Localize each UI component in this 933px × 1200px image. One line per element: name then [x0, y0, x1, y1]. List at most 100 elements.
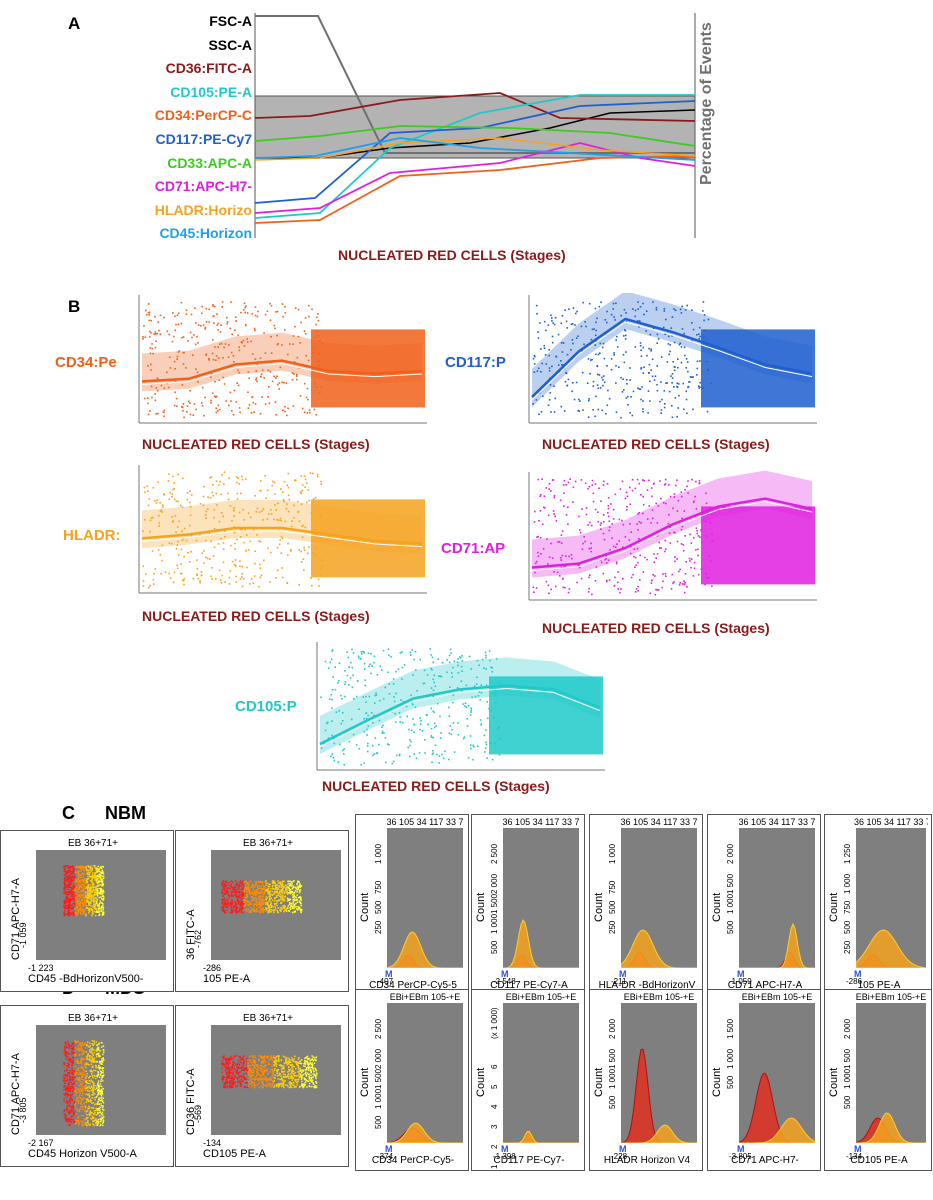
panelD-hist-m-2: M — [619, 1144, 627, 1154]
panelC-hist-xlabel-1: CD117 PE-Cy7-A — [490, 980, 568, 991]
panelD-hist-tick-0-1: 2 000 — [374, 1048, 383, 1069]
panelD-dotplot-ymin-1: -569 — [193, 1104, 203, 1123]
panel-c-letter: C — [62, 803, 75, 823]
panelD-hist-xlabel-1: CD117 PE-Cy7- — [493, 1155, 565, 1166]
panelD-hist-area-0 — [387, 1003, 463, 1143]
panelD-hist-curves-2 — [621, 1048, 697, 1143]
panelC-hist-xlabel-0: CD34 PerCP-Cy5-5 — [369, 980, 457, 991]
panelC-hist-curves-4 — [856, 929, 926, 968]
panel-b-scatter-4 — [316, 642, 605, 771]
panelD-hist-xmin-4: -134 — [846, 1152, 863, 1161]
panelD-hist-curves-0 — [387, 1122, 463, 1143]
panelC-hist-count-0: Count — [359, 892, 371, 922]
panel-a-xlabel: NUCLEATED RED CELLS (Stages) — [338, 247, 566, 263]
panel-a-marker-5: CD117:PE-Cy7 — [155, 130, 253, 147]
panelC-hist-tick-2-1: 750 — [608, 880, 617, 894]
panelD-hist-title-3: EBi+EBm 105-+E — [741, 992, 813, 1002]
panelC-hist-xlabel-4: 105 PE-A — [857, 980, 901, 991]
panelD-hist-title-4: EBi+EBm 105-+E — [855, 992, 927, 1002]
panel-a-marker-4: CD34:PerCP-C — [154, 107, 252, 124]
panelC-dotplot-area-0 — [36, 850, 166, 960]
panelC-hist-xmin-1: -2 548 — [493, 977, 516, 986]
panelC-hist-title-1: 36 105 34 117 33 7 — [502, 817, 580, 827]
panelD-hist-tick-3-0: 1 500 — [726, 1018, 735, 1039]
panelC-hist-xmin-2: -211 — [611, 977, 627, 986]
panelD-hist-xlabel-4: CD105 PE-A — [850, 1155, 908, 1166]
panelD-hist-tick-0-4: 500 — [374, 1115, 383, 1129]
panel-b-scatter-2 — [138, 465, 427, 594]
panelC-hist-tick-0-0: 1 000 — [374, 843, 383, 864]
panelC-hist-curves-2 — [621, 929, 697, 968]
panelC-hist-tick-4-4: 250 — [843, 940, 852, 954]
panel-a-marker-8: HLADR:Horizo — [154, 201, 252, 218]
panelD-hist-area-3 — [739, 1003, 815, 1143]
panelC-hist-tick-0-3: 250 — [374, 920, 383, 934]
panelD-dotplot-title-0: EB 36+71+ — [67, 1013, 119, 1024]
panel-a-marker-2: CD36:FITC-A — [165, 60, 252, 77]
panelD-hist-area-4 — [856, 1003, 926, 1143]
panelD-dotplot-xmin-0: -2 167 — [28, 1138, 54, 1148]
panelC-hist-tick-1-3: 1 000 — [490, 913, 499, 934]
panelD-hist-m-0: M — [385, 1144, 393, 1154]
panel-b-xlabel-3: NUCLEATED RED CELLS (Stages) — [542, 620, 770, 636]
panel-a-parallel-plot — [254, 13, 696, 238]
panelC-hist-title-4: 36 105 34 117 33 7 — [854, 817, 928, 827]
panelD-hist-title-1: EBi+EBm 105-+E — [505, 992, 577, 1002]
panelD-hist-area-1 — [503, 1003, 579, 1143]
panelD-hist-tick-2-1: 1 500 — [608, 1048, 617, 1069]
panelD-hist-tick-1-5: 2 — [490, 1144, 499, 1149]
panelD-hist-curves-3 — [739, 1072, 815, 1143]
panel-b-xlabel-2: NUCLEATED RED CELLS (Stages) — [142, 608, 370, 624]
panel-a-marker-1: SSC-A — [208, 36, 252, 53]
panelC-hist-tick-1-1: 2 000 — [490, 873, 499, 894]
panelD-hist-tick-2-2: 1 000 — [608, 1068, 617, 1089]
panelD-hist-tick-2-0: 2 000 — [608, 1018, 617, 1039]
panelC-hist-m-3: M — [737, 969, 745, 979]
panelD-hist-title-2: EBi+EBm 105-+E — [623, 992, 695, 1002]
panelC-hist-title-2: 36 105 34 117 33 7 — [620, 817, 698, 827]
panel-b-scatter-1 — [528, 293, 817, 424]
panelD-dotplot-xlabel-1: CD105 PE-A — [203, 1148, 266, 1160]
panelC-dotplot-area-1 — [211, 850, 341, 960]
panelC-hist-area-3 — [739, 828, 815, 968]
panelD-hist-tick-4-0: 2 000 — [843, 1018, 852, 1039]
panelC-dotplot-ymin-1: -762 — [193, 929, 203, 948]
panelC-hist-xlabel-2: HLA-DR -BdHorizonV — [598, 980, 696, 991]
panelD-hist-count-1: Count — [475, 1067, 487, 1097]
panelC-dotplot-xmin-1: -286 — [203, 963, 222, 973]
panel-b-marker-label-4: CD105:P — [235, 698, 297, 715]
panelC-hist-m-1: M — [501, 969, 509, 979]
panel-a-marker-7: CD71:APC-H7- — [154, 178, 252, 195]
panel-a-marker-0: FSC-A — [209, 13, 252, 29]
panelC-hist-tick-3-3: 500 — [726, 920, 735, 934]
panelD-hist-xmin-0: -374 — [377, 1152, 394, 1161]
panel-b-marker-label-1: CD117:P — [445, 354, 506, 371]
panel-a-right-axis-label: Percentage of Events — [698, 22, 715, 185]
panelC-dotplot-cloud-0 — [63, 865, 105, 917]
panelC-hist-xlabel-3: CD71 APC-H7-A — [727, 980, 803, 991]
panelC-hist-tick-4-3: 500 — [843, 920, 852, 934]
panelC-hist-m-0: M — [385, 969, 393, 979]
panelD-hist-xlabel-0: CD34 PerCP-Cy5- — [371, 1155, 455, 1166]
panelC-hist-tick-3-2: 1 000 — [726, 893, 735, 914]
panelD-hist-xmin-3: -3 805 — [729, 1152, 752, 1161]
panelD-dotplot-cloud-1 — [221, 1055, 318, 1089]
panelC-dotplot-xlabel-0: CD45 -BdHorizonV500- — [28, 973, 144, 985]
panelC-hist-tick-0-2: 500 — [374, 900, 383, 914]
panelC-hist-area-4 — [856, 828, 926, 968]
panelC-hist-tick-4-0: 1 250 — [843, 843, 852, 864]
panelD-hist-tick-4-3: 500 — [843, 1095, 852, 1109]
panelC-hist-curves-0 — [387, 931, 463, 968]
panelC-hist-count-3: Count — [711, 892, 723, 922]
panelD-hist-title-0: EBi+EBm 105-+E — [389, 992, 461, 1002]
panelC-dotplot-xmin-0: -1 223 — [28, 963, 54, 973]
panelC-hist-tick-1-2: 1 500 — [490, 893, 499, 914]
panel-b-xlabel-1: NUCLEATED RED CELLS (Stages) — [542, 436, 770, 452]
panelC-dotplot-xlabel-1: 105 PE-A — [203, 973, 251, 985]
panel-b-marker-label-0: CD34:Pe — [55, 354, 117, 371]
panelD-hist-count-0: Count — [359, 1067, 371, 1097]
panelD-dotplot-cloud-0 — [63, 1040, 105, 1127]
panelC-hist-m-2: M — [619, 969, 627, 979]
panelC-hist-tick-4-2: 750 — [843, 900, 852, 914]
panelD-hist-tick-1-2: 5 — [490, 1084, 499, 1089]
